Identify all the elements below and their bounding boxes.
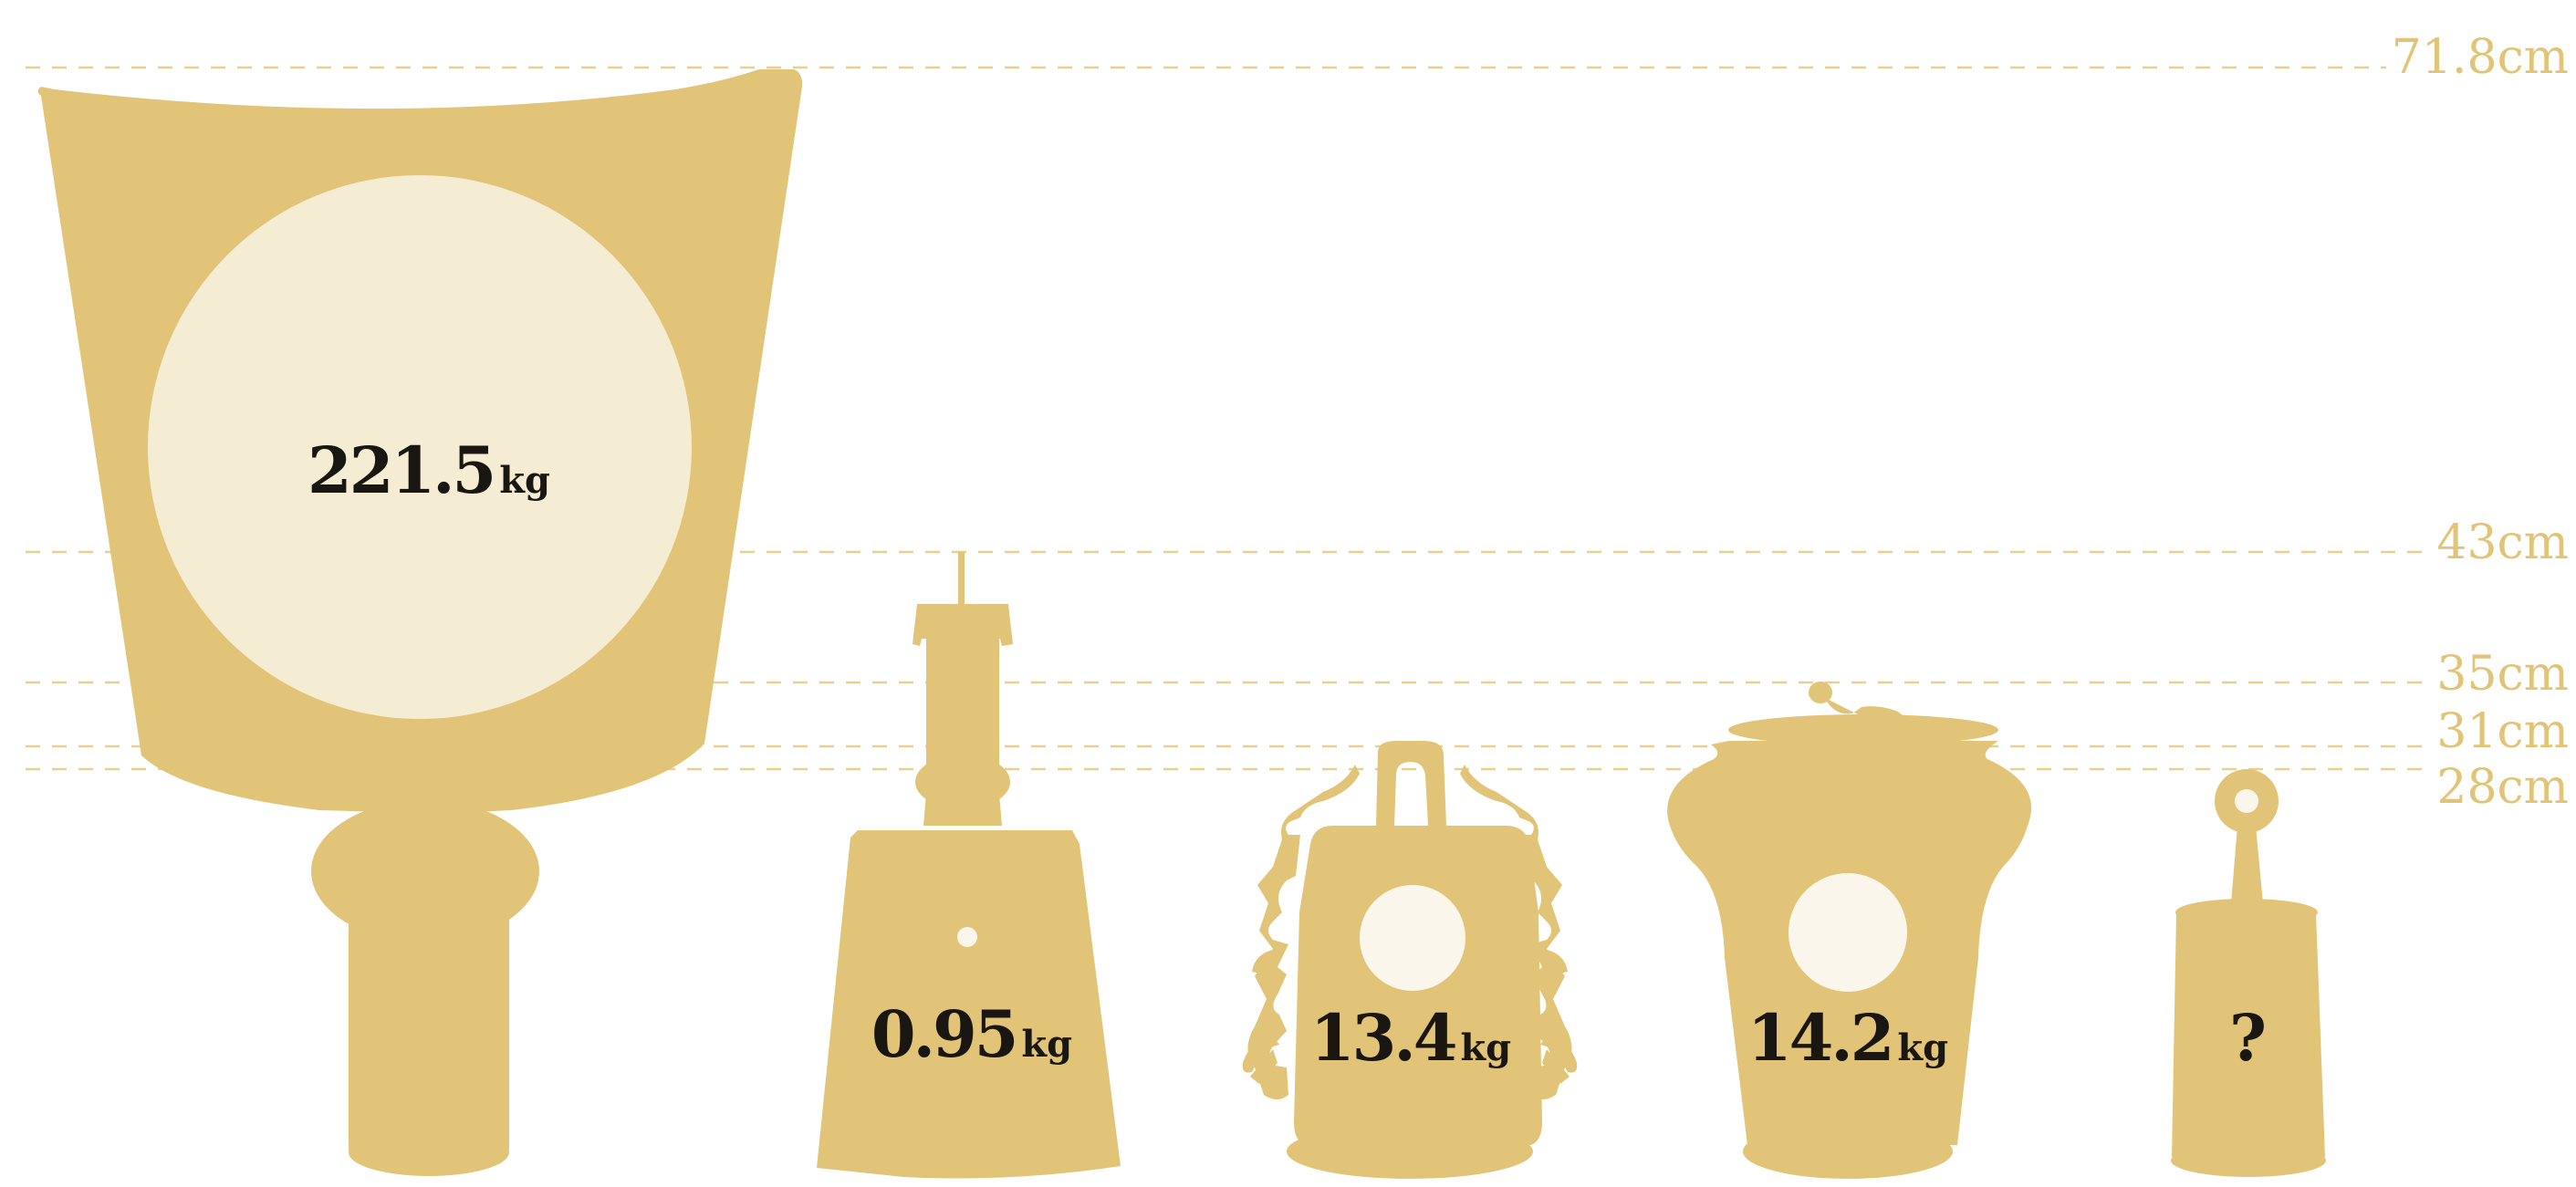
bell-4-weight-disc: [1789, 873, 1907, 992]
bell-1-weight: 221.5 kg: [308, 432, 550, 508]
bell-2-silhouette: [817, 552, 1121, 1179]
bell-3-weight-value: 13.4: [1310, 1000, 1455, 1076]
height-label-35cm: 35cm: [2436, 647, 2569, 702]
bell-4-weight: 14.2 kg: [1747, 1000, 1948, 1076]
bell-3-silhouette: [1242, 741, 1578, 1179]
bell-1-weight-disc: [148, 175, 692, 719]
bell-5-ring-hole: [2235, 789, 2258, 813]
bell-4-weight-unit: kg: [1897, 1026, 1948, 1069]
height-label-28cm: 28cm: [2436, 760, 2569, 815]
bell-1-weight-unit: kg: [499, 459, 550, 502]
bell-3-weight-disc: [1360, 885, 1465, 991]
bell-2-weight: 0.95 kg: [871, 996, 1072, 1072]
bell-5-weight-value: ?: [2229, 1000, 2264, 1076]
bell-5-silhouette: [2171, 769, 2326, 1177]
bell-4-weight-value: 14.2: [1747, 1000, 1893, 1076]
bell-5-weight: ?: [2229, 1000, 2264, 1076]
height-label-43cm: 43cm: [2436, 515, 2569, 570]
bell-2-hole: [957, 927, 977, 947]
bell-1-weight-value: 221.5: [308, 432, 494, 508]
bell-2-weight-unit: kg: [1021, 1023, 1072, 1066]
bell-3-weight: 13.4 kg: [1310, 1000, 1511, 1076]
bell-2-weight-value: 0.95: [871, 996, 1017, 1072]
height-labels: 71.8cm 43cm 35cm 31cm 28cm: [2392, 30, 2569, 815]
height-label-31cm: 31cm: [2436, 704, 2569, 759]
bell-3-weight-unit: kg: [1460, 1026, 1511, 1069]
height-label-71-8cm: 71.8cm: [2392, 30, 2569, 85]
